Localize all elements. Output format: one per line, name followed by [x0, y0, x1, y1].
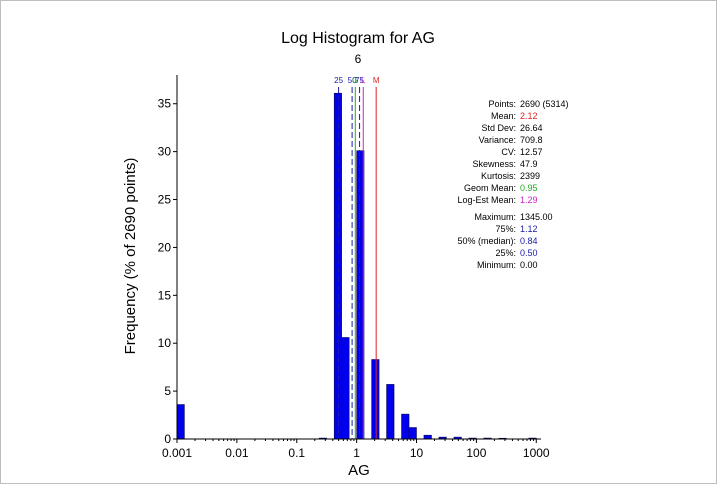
histogram-bar	[401, 413, 410, 440]
y-tick-label: 10	[158, 336, 172, 350]
x-tick-label: 0.1	[288, 446, 305, 460]
stat-value: 709.8	[520, 135, 543, 145]
marker-label: M	[373, 76, 380, 85]
stat-value: 1.29	[520, 195, 538, 205]
chart-title: Log Histogram for AG	[281, 30, 435, 47]
axes: 0 5 10 15 20 25 30 35 0.001 0.01 0.1 1 10 100 1000	[158, 75, 550, 460]
x-tick-label: 0.01	[225, 446, 249, 460]
stat-label: Points:	[488, 99, 516, 109]
x-tick-label: 1	[353, 446, 360, 460]
marker-label: 75	[355, 76, 364, 85]
y-tick-label: 0	[164, 432, 171, 446]
marker-label: 50	[348, 76, 357, 85]
y-tick-label: 15	[158, 288, 172, 302]
stat-label: Skewness:	[472, 159, 516, 169]
x-tick-label: 100	[466, 446, 486, 460]
y-tick-label: 30	[158, 145, 172, 159]
stat-label: 25%:	[495, 248, 516, 258]
x-tick-label: 1000	[523, 446, 550, 460]
y-tick-label: 20	[158, 240, 172, 254]
stat-value: 2.12	[520, 111, 538, 121]
x-tick-label: 0.001	[162, 446, 192, 460]
y-tick-label: 25	[158, 193, 172, 207]
marker-label: L	[361, 76, 366, 85]
stat-value: 12.57	[520, 147, 543, 157]
stat-label: CV:	[501, 147, 516, 157]
histogram-bars	[176, 92, 537, 440]
histogram-bar	[333, 92, 342, 440]
stat-value: 1345.00	[520, 212, 553, 222]
stat-label: Geom Mean:	[464, 183, 516, 193]
y-tick-label: 35	[158, 97, 172, 111]
stat-value: 0.50	[520, 248, 538, 258]
histogram-bar	[386, 384, 395, 440]
y-axis-label: Frequency (% of 2690 points)	[122, 158, 139, 355]
stat-value: 0.84	[520, 236, 538, 246]
stat-value: 2399	[520, 171, 540, 181]
x-axis-label: AG	[348, 462, 370, 479]
marker-label: G	[352, 76, 358, 85]
stat-value: 26.64	[520, 123, 543, 133]
stat-label: Std Dev:	[481, 123, 516, 133]
stat-label: 50% (median):	[457, 236, 516, 246]
x-tick-label: 10	[410, 446, 424, 460]
stat-label: Minimum:	[477, 260, 516, 270]
stat-label: Maximum:	[474, 212, 516, 222]
histogram-bar	[341, 337, 350, 440]
stat-label: 75%:	[495, 224, 516, 234]
histogram-bar	[423, 434, 432, 440]
stat-label: Kurtosis:	[481, 171, 516, 181]
histogram-bar	[408, 427, 417, 440]
y-tick-label: 5	[164, 384, 171, 398]
histogram-bar	[371, 359, 380, 440]
stat-label: Variance:	[479, 135, 516, 145]
stat-label: Mean:	[491, 111, 516, 121]
stat-value: 1.12	[520, 224, 538, 234]
chart-subtitle: 6	[355, 52, 362, 66]
marker-label: 25	[334, 76, 343, 85]
stat-label: Log-Est Mean:	[457, 195, 516, 205]
stat-value: 0.95	[520, 183, 538, 193]
histogram-bar	[176, 404, 185, 440]
stats-panel: Points: 2690 (5314) Mean: 2.12 Std Dev: 26.64…	[457, 99, 568, 270]
stat-value: 47.9	[520, 159, 538, 169]
stat-value: 2690 (5314)	[520, 99, 569, 109]
stat-value: 0.00	[520, 260, 538, 270]
